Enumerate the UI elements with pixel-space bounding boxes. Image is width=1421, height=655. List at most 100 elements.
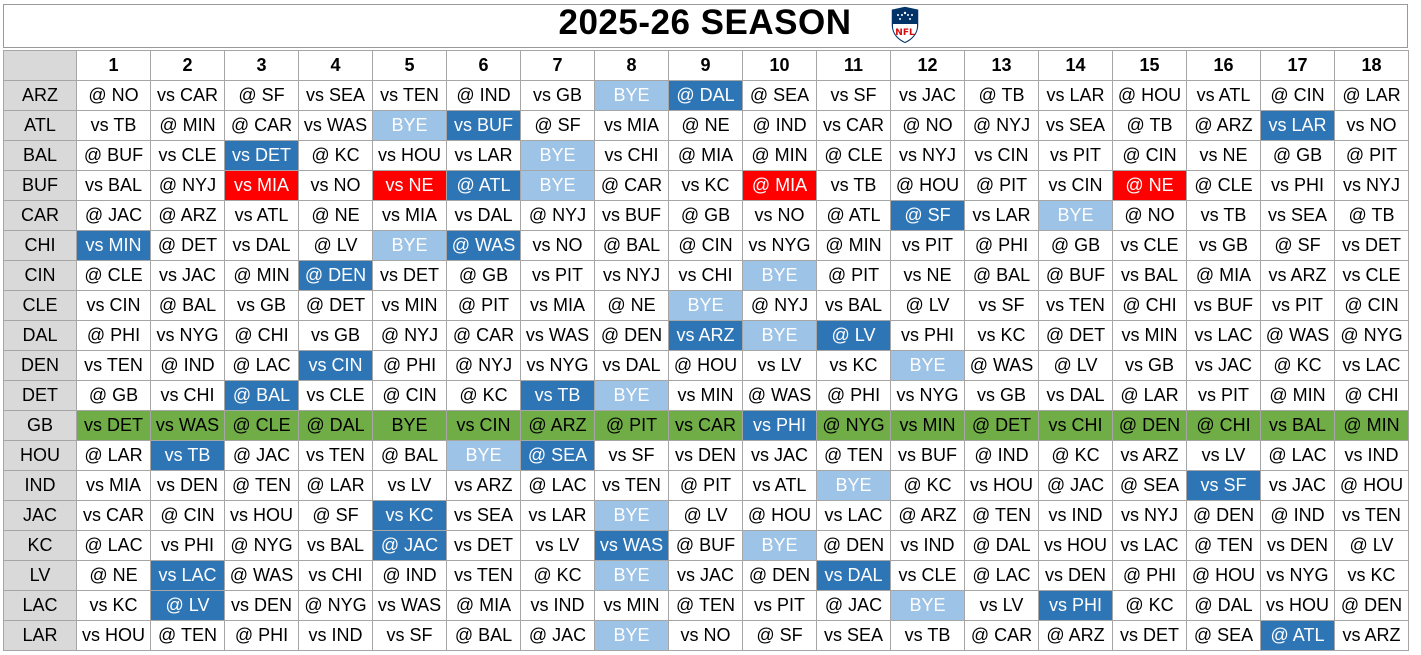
game-cell[interactable]: @ JAC [224,440,299,471]
game-cell[interactable]: @ HOU [1186,560,1261,591]
game-cell[interactable]: vs PHI [890,320,965,351]
game-cell[interactable]: @ CLE [1186,170,1261,201]
game-cell[interactable]: vs CLE [150,140,225,171]
game-cell[interactable]: @ ARZ [1038,620,1113,651]
game-cell[interactable]: vs SF [1186,470,1261,501]
game-cell[interactable]: @ TEN [964,500,1039,531]
game-cell[interactable]: @ DEN [594,320,669,351]
game-cell[interactable]: vs IND [298,620,373,651]
game-cell[interactable]: vs WAS [150,410,225,441]
game-cell[interactable]: @ JAC [816,590,891,621]
game-cell[interactable]: vs NE [1186,140,1261,171]
game-cell[interactable]: @ CAR [964,620,1039,651]
team-label[interactable]: LV [3,560,77,591]
team-label[interactable]: ARZ [3,80,77,111]
game-cell[interactable]: @ HOU [668,350,743,381]
game-cell[interactable]: @ SF [742,620,817,651]
game-cell[interactable]: vs KC [964,320,1039,351]
game-cell[interactable]: @ TEN [150,620,225,651]
game-cell[interactable]: vs CIN [446,410,521,441]
game-cell[interactable]: vs DAL [446,200,521,231]
game-cell[interactable]: vs JAC [668,560,743,591]
game-cell[interactable]: vs MIN [372,290,447,321]
game-cell[interactable]: vs SEA [1038,110,1113,141]
game-cell[interactable]: @ IND [446,80,521,111]
game-cell[interactable]: @ MIA [1186,260,1261,291]
game-cell[interactable]: @ NE [594,290,669,321]
game-cell[interactable]: vs CIN [76,290,151,321]
game-cell[interactable]: vs NYG [520,350,595,381]
game-cell[interactable]: vs TB [890,620,965,651]
game-cell[interactable]: BYE [816,470,891,501]
game-cell[interactable]: vs LV [372,470,447,501]
game-cell[interactable]: vs LV [1186,440,1261,471]
game-cell[interactable]: @ LAR [1112,380,1187,411]
game-cell[interactable]: vs ATL [224,200,299,231]
game-cell[interactable]: @ LV [1038,350,1113,381]
game-cell[interactable]: vs CLE [298,380,373,411]
game-cell[interactable]: vs DEN [150,470,225,501]
game-cell[interactable]: @ PHI [1112,560,1187,591]
game-cell[interactable]: vs LAC [150,560,225,591]
team-label[interactable]: GB [3,410,77,441]
game-cell[interactable]: vs GB [298,320,373,351]
game-cell[interactable]: @ PIT [1334,140,1409,171]
game-cell[interactable]: @ GB [1260,140,1335,171]
team-label[interactable]: CAR [3,200,77,231]
game-cell[interactable]: @ IND [964,440,1039,471]
game-cell[interactable]: @ WAS [224,560,299,591]
game-cell[interactable]: vs KC [668,170,743,201]
game-cell[interactable]: vs MIN [76,230,151,261]
game-cell[interactable]: vs IND [1038,500,1113,531]
game-cell[interactable]: @ CHI [1112,290,1187,321]
game-cell[interactable]: @ BAL [964,260,1039,291]
game-cell[interactable]: vs TEN [1334,500,1409,531]
game-cell[interactable]: @ DEN [1186,500,1261,531]
game-cell[interactable]: BYE [742,320,817,351]
game-cell[interactable]: @ NYG [816,410,891,441]
game-cell[interactable]: @ CHI [1334,380,1409,411]
game-cell[interactable]: @ DAL [668,80,743,111]
game-cell[interactable]: vs PHI [1038,590,1113,621]
game-cell[interactable]: @ ATL [446,170,521,201]
game-cell[interactable]: @ MIN [150,110,225,141]
game-cell[interactable]: @ ATL [816,200,891,231]
game-cell[interactable]: vs PIT [890,230,965,261]
game-cell[interactable]: @ DET [298,290,373,321]
game-cell[interactable]: @ KC [1260,350,1335,381]
game-cell[interactable]: @ ARZ [890,500,965,531]
game-cell[interactable]: @ NE [1112,170,1187,201]
game-cell[interactable]: @ MIA [668,140,743,171]
game-cell[interactable]: @ BUF [1038,260,1113,291]
game-cell[interactable]: @ SEA [1112,470,1187,501]
game-cell[interactable]: vs KC [76,590,151,621]
game-cell[interactable]: vs CIN [298,350,373,381]
game-cell[interactable]: vs ATL [1186,80,1261,111]
game-cell[interactable]: @ LAC [964,560,1039,591]
game-cell[interactable]: vs DEN [668,440,743,471]
game-cell[interactable]: vs MIN [1112,320,1187,351]
game-cell[interactable]: @ KC [1112,590,1187,621]
team-label[interactable]: HOU [3,440,77,471]
game-cell[interactable]: vs HOU [372,140,447,171]
game-cell[interactable]: vs SF [372,620,447,651]
game-cell[interactable]: vs DET [446,530,521,561]
game-cell[interactable]: @ KC [520,560,595,591]
game-cell[interactable]: @ JAC [76,200,151,231]
game-cell[interactable]: vs NO [520,230,595,261]
game-cell[interactable]: @ MIN [816,230,891,261]
game-cell[interactable]: vs ARZ [1334,620,1409,651]
game-cell[interactable]: BYE [446,440,521,471]
game-cell[interactable]: @ JAC [520,620,595,651]
game-cell[interactable]: vs JAC [150,260,225,291]
game-cell[interactable]: @ BAL [594,230,669,261]
game-cell[interactable]: @ SF [890,200,965,231]
game-cell[interactable]: @ MIA [446,590,521,621]
game-cell[interactable]: @ LV [816,320,891,351]
game-cell[interactable]: BYE [890,350,965,381]
game-cell[interactable]: @ BUF [668,530,743,561]
game-cell[interactable]: BYE [594,620,669,651]
game-cell[interactable]: @ CIN [1260,80,1335,111]
game-cell[interactable]: @ DET [964,410,1039,441]
game-cell[interactable]: vs CHI [298,560,373,591]
